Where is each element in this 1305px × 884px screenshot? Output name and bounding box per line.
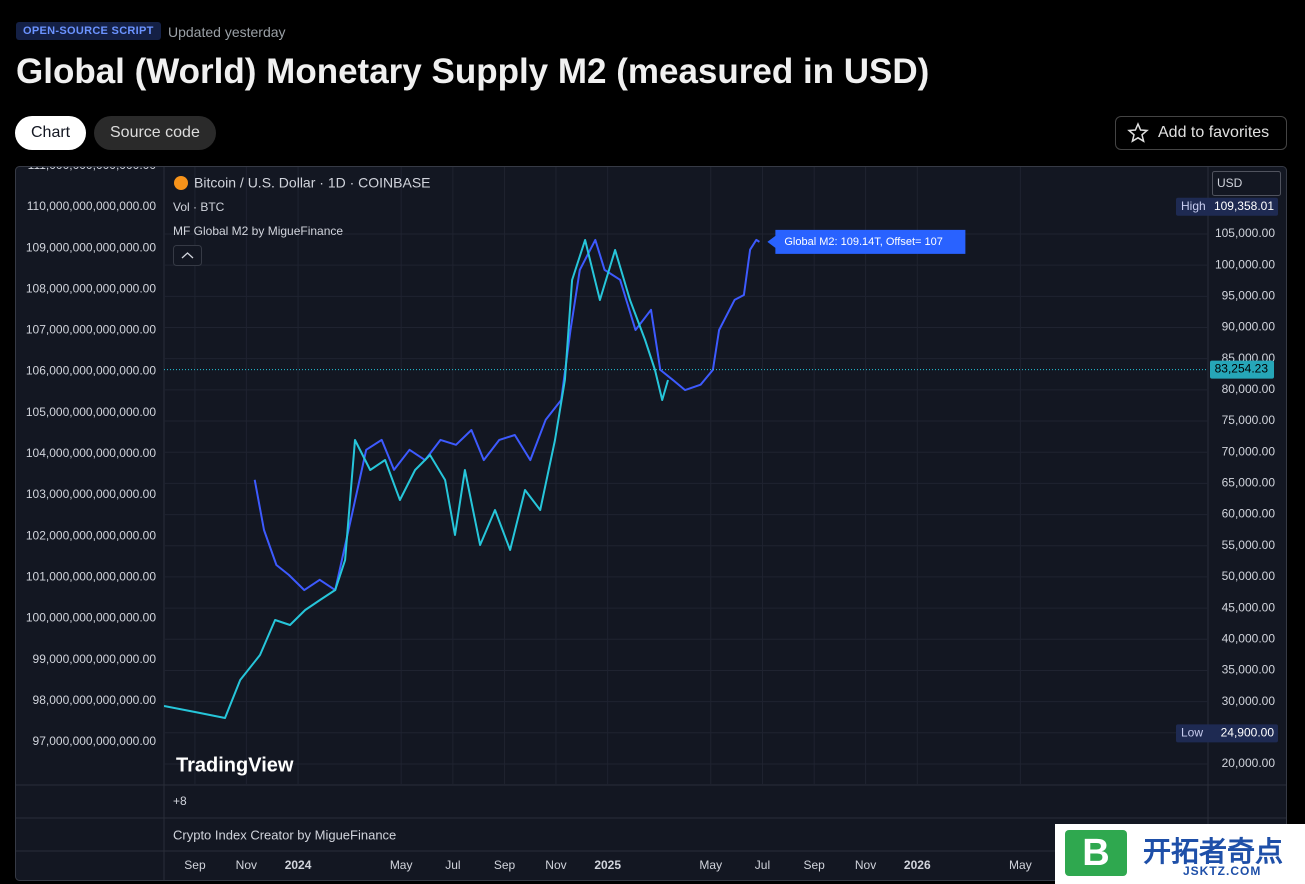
y2-tick-label: 90,000.00 — [1222, 320, 1276, 334]
y2-tick-label: 20,000.00 — [1222, 756, 1276, 770]
tooltip: Global M2: 109.14T, Offset= 107 — [784, 236, 942, 248]
low-tag — [1176, 724, 1278, 743]
y2-tick-label: 95,000.00 — [1222, 288, 1276, 302]
x-tick-label: Nov — [545, 858, 566, 872]
y-tick-label: 97,000,000,000,000.00 — [33, 734, 157, 748]
y2-tick-label: 40,000.00 — [1222, 631, 1276, 645]
y-tick-label: 105,000,000,000,000.00 — [26, 405, 156, 419]
y-tick-label: 102,000,000,000,000.00 — [26, 528, 156, 542]
collapse-legend[interactable] — [173, 245, 202, 266]
favorites-button[interactable]: Add to favorites — [1115, 116, 1287, 150]
x-tick-label: 2024 — [285, 858, 312, 872]
x-tick-label: May — [699, 858, 722, 872]
y-tick-label: 110,000,000,000,000.00 — [27, 199, 157, 213]
lower-pane-title: Crypto Index Creator by MigueFinance — [173, 827, 396, 842]
y2-tick-label: 30,000.00 — [1222, 694, 1276, 708]
x-tick-label: Nov — [236, 858, 257, 872]
x-tick-label: Jul — [445, 858, 460, 872]
series-line — [164, 239, 669, 719]
y2-tick-label: 50,000.00 — [1222, 569, 1276, 583]
x-tick-label: Sep — [494, 858, 516, 872]
high-name: High — [1181, 199, 1206, 213]
y2-tick-label: 55,000.00 — [1222, 538, 1276, 552]
y2-tick-label: 100,000.00 — [1215, 257, 1275, 271]
y2-tick-label: 75,000.00 — [1222, 413, 1276, 427]
watermark-site: JSKTZ.COM — [1183, 864, 1262, 878]
y2-tick-label: 60,000.00 — [1222, 507, 1276, 521]
high-tag — [1176, 197, 1278, 216]
collapse-icon — [181, 252, 194, 259]
y2-tick-label: 65,000.00 — [1222, 476, 1276, 490]
y2-tick-label: 35,000.00 — [1222, 663, 1276, 677]
x-tick-label: 2026 — [904, 858, 931, 872]
x-tick-label: May — [1009, 858, 1032, 872]
currency: USD — [1217, 176, 1243, 190]
low-label: 24,900.00 — [1221, 726, 1275, 740]
legend-volume: Vol · BTC — [173, 200, 225, 214]
y2-tick-label: 80,000.00 — [1222, 382, 1276, 396]
tab[interactable]: Source code — [94, 116, 216, 150]
last-price-label: 83,254.23 — [1215, 362, 1269, 376]
watermark: B 开拓者奇点 JSKTZ.COM — [1055, 824, 1305, 884]
watermark-name: 开拓者奇点 — [1143, 836, 1284, 867]
y-tick-label: 106,000,000,000,000.00 — [26, 364, 156, 378]
high-label: 109,358.01 — [1214, 199, 1274, 213]
y2-tick-label: 105,000.00 — [1215, 226, 1275, 240]
x-tick-label: Nov — [855, 858, 876, 872]
legend-indicator: MF Global M2 by MigueFinance — [173, 224, 343, 238]
y-tick-label: 111,000,000,000,000.00 — [28, 158, 157, 172]
tab[interactable]: Chart — [15, 116, 87, 150]
more-panes[interactable]: +8 — [173, 794, 187, 808]
low-name: Low — [1181, 726, 1203, 740]
y-tick-label: 103,000,000,000,000.00 — [26, 487, 156, 501]
title: Global (World) Monetary Supply M2 (measu… — [16, 52, 930, 91]
last-price-tag — [1210, 360, 1274, 379]
favorites-label: Add to favorites — [1158, 124, 1270, 141]
y-tick-label: 107,000,000,000,000.00 — [26, 323, 156, 337]
y-tick-label: 99,000,000,000,000.00 — [33, 652, 157, 666]
tradingview-logo: TradingView — [176, 754, 294, 776]
y-tick-label: 101,000,000,000,000.00 — [26, 570, 156, 584]
y-tick-label: 109,000,000,000,000.00 — [26, 240, 156, 254]
star-icon — [1127, 122, 1149, 143]
y-tick-label: 100,000,000,000,000.00 — [26, 611, 156, 625]
legend-symbol: Bitcoin / U.S. Dollar · 1D · COINBASE — [194, 175, 431, 191]
y-tick-label: 108,000,000,000,000.00 — [26, 281, 156, 295]
y2-tick-label: 70,000.00 — [1222, 444, 1276, 458]
tooltip-box — [767, 229, 966, 254]
series-line — [253, 238, 760, 592]
x-tick-label: 2025 — [594, 858, 621, 872]
currency-box[interactable] — [1212, 171, 1281, 196]
x-tick-label: May — [390, 858, 413, 872]
y2-tick-label: 45,000.00 — [1222, 600, 1276, 614]
updated: Updated yesterday — [168, 24, 286, 40]
x-tick-label: Jul — [755, 858, 770, 872]
x-tick-label: Sep — [803, 858, 825, 872]
badge: OPEN-SOURCE SCRIPT — [16, 22, 161, 40]
watermark-logo: B — [1065, 830, 1127, 876]
y-tick-label: 104,000,000,000,000.00 — [26, 446, 156, 460]
x-tick-label: Sep — [184, 858, 206, 872]
btc-icon — [174, 176, 188, 190]
y-tick-label: 98,000,000,000,000.00 — [33, 693, 157, 707]
